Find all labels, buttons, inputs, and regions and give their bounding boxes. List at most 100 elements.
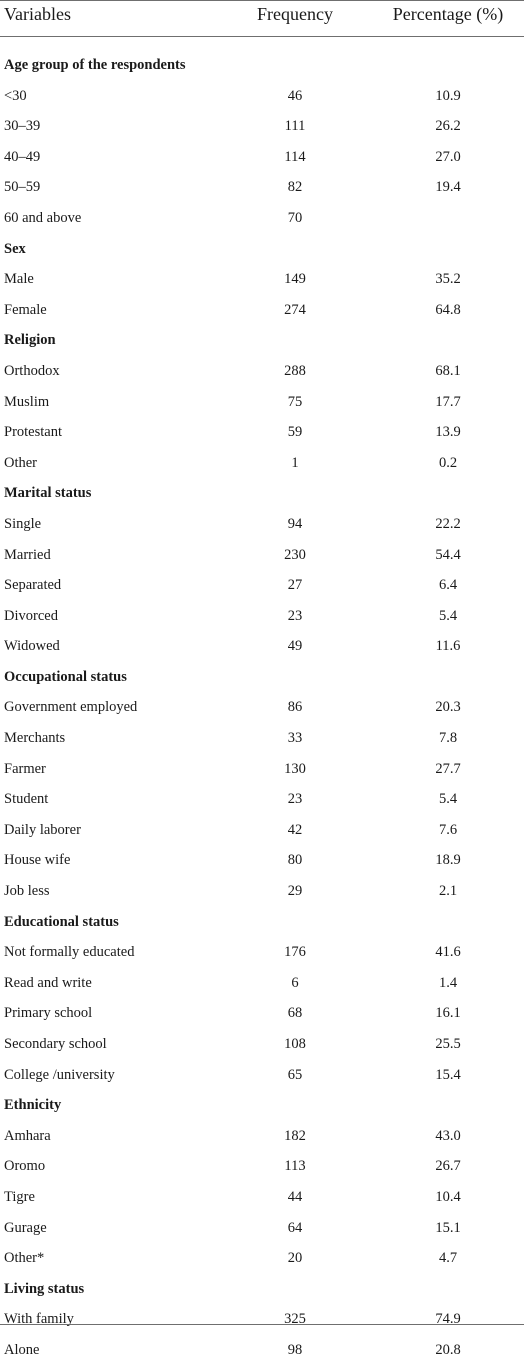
header-percentage: Percentage (%) bbox=[392, 4, 504, 24]
percentage-cell: 64.8 bbox=[435, 301, 461, 318]
percentage-cell: 22.2 bbox=[435, 515, 461, 532]
percentage-cell: 1.4 bbox=[438, 974, 458, 991]
table-row: Primary school 68 16.1 bbox=[0, 996, 524, 1027]
frequency-cell: 288 bbox=[284, 362, 306, 379]
table-row: Government employed 86 20.3 bbox=[0, 690, 524, 721]
percentage-cell: 68.1 bbox=[435, 362, 461, 379]
table-row: With family 325 74.9 bbox=[0, 1302, 524, 1333]
percentage-cell: 43.0 bbox=[435, 1127, 461, 1144]
row-label: College /university bbox=[4, 1066, 115, 1083]
row-label: 50–59 bbox=[4, 179, 41, 196]
percentage-cell: 5.4 bbox=[438, 607, 458, 624]
percentage-cell: 17.7 bbox=[435, 393, 461, 410]
row-label: With family bbox=[4, 1311, 74, 1328]
frequency-cell: 182 bbox=[284, 1127, 306, 1144]
top-rule bbox=[0, 0, 524, 1]
row-label: 30–39 bbox=[4, 118, 41, 135]
percentage-cell: 16.1 bbox=[435, 1005, 461, 1022]
table-row: Single 94 22.2 bbox=[0, 507, 524, 538]
section-label: Age group of the respondents bbox=[4, 57, 186, 73]
table-row: Student 23 5.4 bbox=[0, 782, 524, 813]
frequency-cell: 49 bbox=[287, 638, 303, 655]
section-header-row: Living status bbox=[0, 1272, 524, 1303]
frequency-cell: 33 bbox=[287, 730, 303, 747]
table-row: Amhara 182 43.0 bbox=[0, 1119, 524, 1150]
frequency-cell: 27 bbox=[287, 577, 303, 594]
percentage-cell: 74.9 bbox=[435, 1311, 461, 1328]
row-label: Orthodox bbox=[4, 362, 60, 379]
table-row: Daily laborer 42 7.6 bbox=[0, 813, 524, 844]
section-header-row: Age group of the respondents bbox=[0, 48, 524, 79]
table-row: Divorced 23 5.4 bbox=[0, 599, 524, 630]
table-row: <30 46 10.9 bbox=[0, 79, 524, 110]
row-label: Widowed bbox=[4, 638, 60, 655]
table-row: Married 230 54.4 bbox=[0, 538, 524, 569]
row-label: Separated bbox=[4, 577, 62, 594]
percentage-cell: 2.1 bbox=[438, 883, 458, 900]
table-row: 50–59 82 19.4 bbox=[0, 170, 524, 201]
frequency-cell: 46 bbox=[287, 87, 303, 104]
frequency-cell: 108 bbox=[284, 1036, 306, 1052]
row-label: Married bbox=[4, 546, 51, 563]
percentage-cell: 6.4 bbox=[438, 577, 458, 594]
table-row: 40–49 114 27.0 bbox=[0, 140, 524, 171]
percentage-cell: 35.2 bbox=[435, 271, 461, 288]
frequency-cell: 20 bbox=[287, 1250, 303, 1267]
table-row: Farmer 130 27.7 bbox=[0, 752, 524, 783]
percentage-cell: 54.4 bbox=[435, 546, 461, 563]
row-label: Alone bbox=[4, 1341, 40, 1358]
frequency-cell: 111 bbox=[284, 118, 306, 135]
percentage-cell: 15.1 bbox=[435, 1219, 461, 1236]
row-label: Secondary school bbox=[4, 1036, 107, 1052]
section-header-row: Marital status bbox=[0, 476, 524, 507]
table-row: Widowed 49 11.6 bbox=[0, 629, 524, 660]
frequency-cell: 176 bbox=[284, 944, 306, 961]
frequency-cell: 44 bbox=[287, 1188, 303, 1205]
frequency-cell: 113 bbox=[284, 1158, 306, 1175]
percentage-cell: 7.6 bbox=[438, 821, 458, 838]
table-row: Secondary school 108 25.5 bbox=[0, 1027, 524, 1058]
row-label: Female bbox=[4, 301, 47, 318]
table-row: Protestant 59 13.9 bbox=[0, 415, 524, 446]
table-row: Separated 27 6.4 bbox=[0, 568, 524, 599]
section-header-row: Educational status bbox=[0, 905, 524, 936]
row-label: Primary school bbox=[4, 1005, 93, 1022]
frequency-cell: 64 bbox=[287, 1219, 303, 1236]
row-label: Tigre bbox=[4, 1188, 35, 1205]
row-label: Not formally educated bbox=[4, 944, 135, 961]
table-row: Male 149 35.2 bbox=[0, 262, 524, 293]
table-row: Oromo 113 26.7 bbox=[0, 1149, 524, 1180]
section-label: Religion bbox=[4, 332, 56, 349]
frequency-cell: 114 bbox=[284, 148, 306, 165]
row-label: <30 bbox=[4, 87, 27, 104]
frequency-cell: 23 bbox=[287, 791, 303, 808]
row-label: House wife bbox=[4, 852, 71, 869]
row-label: Gurage bbox=[4, 1219, 47, 1236]
table-row: Alone 98 20.8 bbox=[0, 1333, 524, 1364]
section-header-row: Ethnicity bbox=[0, 1088, 524, 1119]
percentage-cell: 25.5 bbox=[435, 1036, 461, 1052]
percentage-cell: 26.7 bbox=[435, 1158, 461, 1175]
percentage-cell: 7.8 bbox=[438, 730, 458, 747]
percentage-cell: 11.6 bbox=[435, 638, 461, 655]
frequency-cell: 325 bbox=[284, 1311, 306, 1328]
table-row: Female 274 64.8 bbox=[0, 293, 524, 324]
percentage-cell: 5.4 bbox=[438, 791, 458, 808]
table-row: 30–39 111 26.2 bbox=[0, 109, 524, 140]
frequency-cell: 68 bbox=[287, 1005, 303, 1022]
table-row: Orthodox 288 68.1 bbox=[0, 354, 524, 385]
frequency-cell: 65 bbox=[287, 1066, 303, 1083]
section-label: Educational status bbox=[4, 913, 119, 930]
frequency-cell: 98 bbox=[287, 1341, 303, 1358]
percentage-cell: 0.2 bbox=[438, 454, 458, 471]
table-row: College /university 65 15.4 bbox=[0, 1058, 524, 1089]
section-header-row: Sex bbox=[0, 232, 524, 263]
frequency-cell: 94 bbox=[287, 515, 303, 532]
frequency-cell: 42 bbox=[287, 821, 303, 838]
frequency-cell: 75 bbox=[287, 393, 303, 410]
percentage-cell: 41.6 bbox=[435, 944, 461, 961]
row-label: Oromo bbox=[4, 1158, 46, 1175]
row-label: Job less bbox=[4, 883, 50, 900]
header-rule bbox=[0, 36, 524, 37]
row-label: Divorced bbox=[4, 607, 58, 624]
